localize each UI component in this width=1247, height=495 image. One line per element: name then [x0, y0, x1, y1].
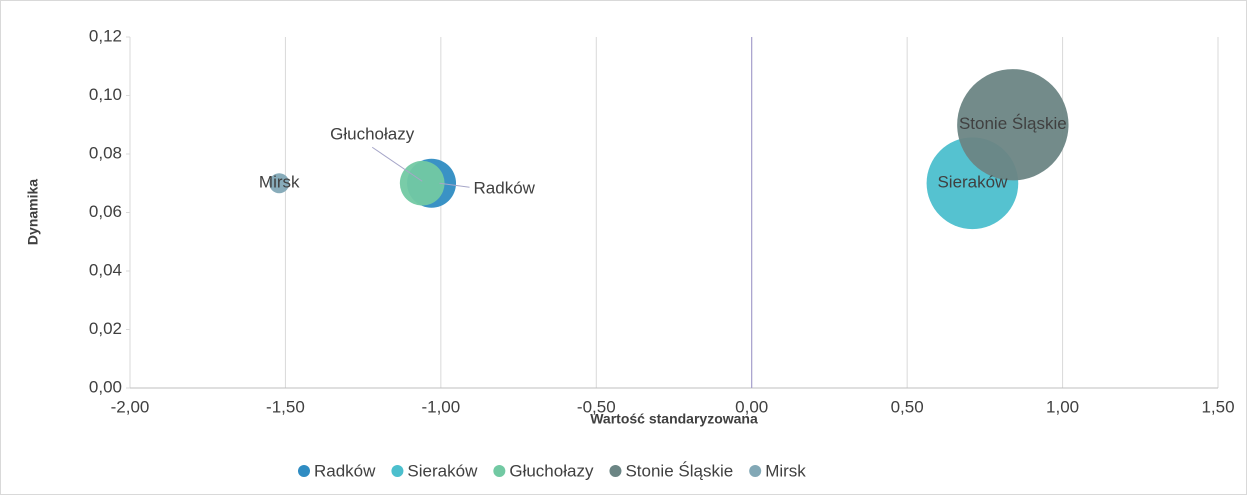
- y-tick-label: 0,00: [89, 377, 122, 396]
- x-tick-label: 0,00: [735, 397, 768, 416]
- data-label: Stonie Śląskie: [959, 114, 1067, 133]
- x-tick-label: 0,50: [891, 397, 924, 416]
- legend-marker: [493, 465, 506, 477]
- x-tick-label: -0,50: [577, 397, 616, 416]
- x-tick-label: -1,00: [421, 397, 460, 416]
- legend-label: Stonie Śląskie: [625, 461, 733, 480]
- x-tick-label: -1,50: [266, 397, 305, 416]
- x-tick-label: 1,50: [1201, 397, 1234, 416]
- x-tick-label: 1,00: [1046, 397, 1079, 416]
- legend-marker: [391, 465, 404, 477]
- bubble: [399, 160, 445, 206]
- y-tick-label: 0,10: [89, 85, 122, 104]
- leader-line: [371, 146, 423, 182]
- legend-marker: [749, 465, 762, 477]
- bubble: [269, 173, 290, 194]
- y-tick-label: 0,06: [89, 202, 122, 221]
- x-axis-title: Wartość standaryzowana: [590, 411, 758, 427]
- y-tick-label: 0,12: [89, 26, 122, 45]
- legend-marker: [609, 465, 622, 477]
- legend-label: Mirsk: [765, 461, 806, 480]
- x-tick-label: -2,00: [111, 397, 150, 416]
- y-tick-label: 0,08: [89, 143, 122, 162]
- data-label: Mirsk: [259, 173, 300, 192]
- data-label: Radków: [474, 179, 536, 198]
- legend-marker: [298, 465, 310, 477]
- legend-label: Radków: [314, 461, 376, 480]
- legend-label: Głuchołazy: [509, 461, 594, 480]
- data-label: Sieraków: [937, 173, 1008, 192]
- y-axis-title: Dynamika: [25, 179, 41, 245]
- leader-line: [439, 182, 470, 188]
- y-tick-label: 0,02: [89, 319, 122, 338]
- data-label: Głuchołazy: [330, 125, 415, 144]
- legend-label: Sieraków: [407, 461, 478, 480]
- bubble: [957, 69, 1069, 181]
- y-tick-label: 0,04: [89, 260, 122, 279]
